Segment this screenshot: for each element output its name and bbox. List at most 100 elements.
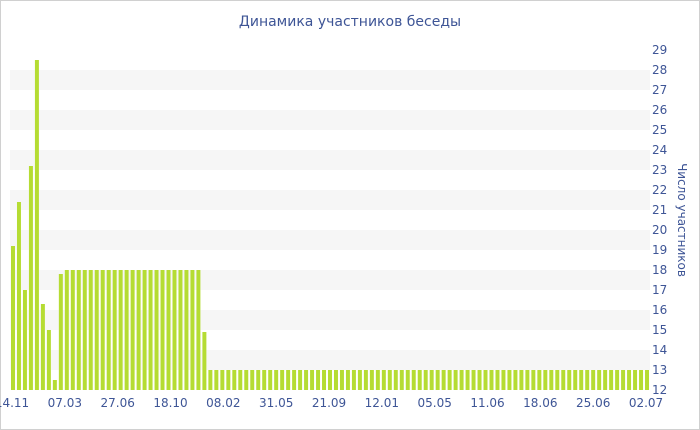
bar	[561, 370, 566, 390]
bar	[645, 370, 649, 390]
bar	[136, 270, 141, 390]
bar	[483, 370, 488, 390]
bar	[579, 370, 584, 390]
bar	[423, 370, 428, 390]
bar	[196, 270, 201, 390]
bar	[292, 370, 297, 390]
bar	[46, 330, 51, 390]
grid-band	[10, 230, 650, 250]
bar	[202, 332, 207, 390]
bar	[627, 370, 632, 390]
bar	[441, 370, 446, 390]
bar	[214, 370, 219, 390]
y-tick-label: 23	[652, 163, 667, 177]
grid-band	[10, 350, 650, 370]
bar	[591, 370, 596, 390]
chart-title: Динамика участников беседы	[238, 14, 462, 30]
bar	[11, 246, 15, 390]
y-tick-label: 17	[652, 283, 667, 297]
grid-band	[10, 190, 650, 210]
bar	[256, 370, 261, 390]
bar	[178, 270, 183, 390]
bar	[615, 370, 620, 390]
y-tick-label: 29	[652, 43, 667, 57]
y-tick-label: 26	[652, 103, 667, 117]
y-tick-label: 22	[652, 183, 667, 197]
bar	[381, 370, 386, 390]
x-tick-label: 02.07	[629, 396, 663, 410]
y-tick-label: 15	[652, 323, 667, 337]
bar	[88, 270, 93, 390]
bar	[519, 370, 524, 390]
bar	[447, 370, 452, 390]
y-tick-label: 24	[652, 143, 667, 157]
bar	[106, 270, 111, 390]
bar	[501, 370, 506, 390]
x-tick-label: 18.06	[523, 396, 557, 410]
grid-band	[10, 150, 650, 170]
bar	[555, 370, 560, 390]
bar	[94, 270, 99, 390]
bar	[489, 370, 494, 390]
bar	[130, 270, 135, 390]
bar	[250, 370, 255, 390]
bar	[435, 370, 440, 390]
bar	[459, 370, 464, 390]
y-tick-label: 20	[652, 223, 667, 237]
bar	[208, 370, 213, 390]
bar	[298, 370, 303, 390]
y-tick-label: 13	[652, 363, 667, 377]
x-tick-label: 11.06	[470, 396, 504, 410]
bar	[567, 370, 572, 390]
bar	[28, 166, 33, 390]
bar	[357, 370, 362, 390]
bar	[585, 370, 590, 390]
bar	[345, 370, 350, 390]
y-axis-ticks: 12 13 14 15 16 17 18 19 20 21 22 23 24 25 26 27 28 29	[652, 43, 667, 397]
bar	[537, 370, 542, 390]
x-axis-ticks: 14.11 07.03 27.06 18.10 08.02 31.05 21.09 12.01…	[0, 396, 663, 410]
bar	[100, 270, 105, 390]
bar	[184, 270, 189, 390]
bar	[328, 370, 332, 390]
bar	[286, 370, 291, 390]
bar	[465, 370, 470, 390]
bar	[16, 202, 21, 390]
bar	[543, 370, 548, 390]
bar	[148, 270, 153, 390]
bar	[220, 370, 225, 390]
x-tick-label: 05.05	[418, 396, 452, 410]
y-tick-label: 18	[652, 263, 667, 277]
bar	[609, 370, 614, 390]
x-tick-label: 21.09	[312, 396, 346, 410]
y-tick-label: 25	[652, 123, 667, 137]
bar	[58, 274, 63, 390]
x-tick-label: 14.11	[0, 396, 29, 410]
x-tick-label: 18.10	[153, 396, 187, 410]
grid-band	[10, 110, 650, 130]
bar	[154, 270, 159, 390]
bar	[22, 290, 27, 390]
bar	[633, 370, 638, 390]
bar	[573, 370, 578, 390]
x-tick-label: 07.03	[48, 396, 82, 410]
bar	[34, 60, 39, 390]
bar	[531, 370, 536, 390]
bar	[621, 370, 626, 390]
y-tick-label: 28	[652, 63, 667, 77]
bar	[274, 370, 279, 390]
bar	[513, 370, 518, 390]
bar	[232, 370, 237, 390]
grid-band	[10, 310, 650, 330]
bar	[411, 370, 416, 390]
bar	[363, 370, 368, 390]
bar	[322, 370, 327, 390]
bar	[172, 270, 177, 390]
bar	[244, 370, 249, 390]
bar	[304, 370, 309, 390]
bar	[453, 370, 458, 390]
bar	[112, 270, 117, 390]
bar	[597, 370, 602, 390]
grid-bands	[10, 70, 650, 370]
